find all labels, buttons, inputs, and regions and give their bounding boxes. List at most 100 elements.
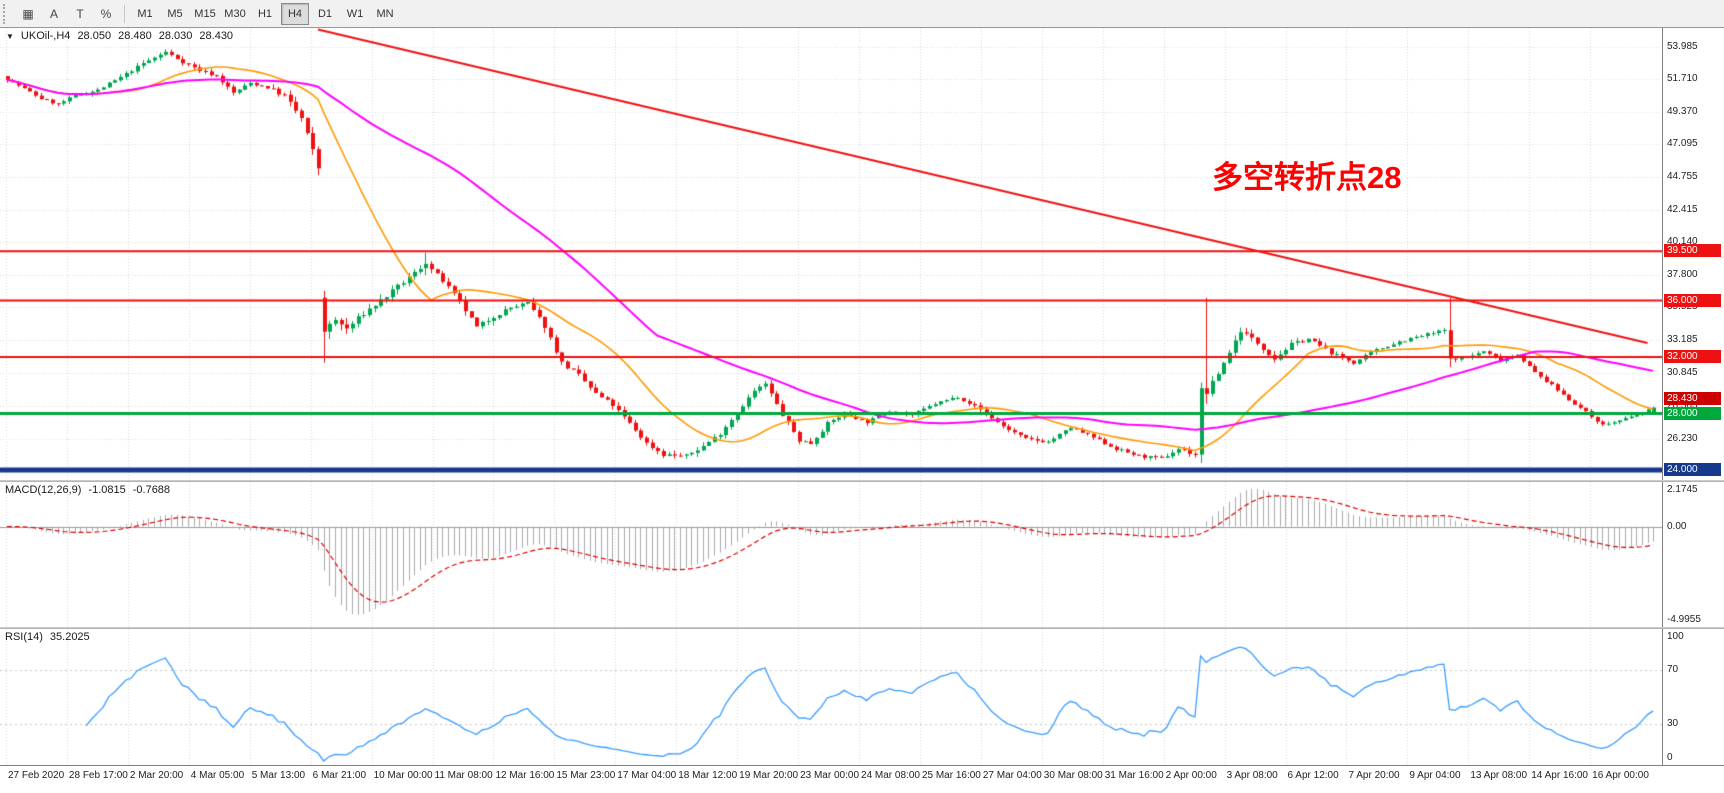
rsi-indicator-label: RSI(14) 35.2025 bbox=[5, 631, 97, 643]
time-axis-label: 9 Apr 04:00 bbox=[1409, 770, 1461, 781]
time-axis-label: 2 Apr 00:00 bbox=[1165, 770, 1217, 781]
time-axis-label: 12 Mar 16:00 bbox=[495, 770, 555, 781]
panel-splitter[interactable] bbox=[0, 627, 1724, 629]
time-axis-label: 19 Mar 20:00 bbox=[739, 770, 799, 781]
open-value: 28.050 bbox=[77, 30, 112, 42]
macd-indicator-label: MACD(12,26,9) -1.0815 -0.7688 bbox=[5, 484, 177, 496]
timeframe-button-mn[interactable]: MN bbox=[376, 7, 394, 20]
time-axis-label: 25 Mar 16:00 bbox=[921, 770, 981, 781]
rsi-canvas[interactable] bbox=[0, 629, 1662, 765]
time-axis-label: 6 Apr 12:00 bbox=[1287, 770, 1339, 781]
level-price-label: 36.000 bbox=[1664, 293, 1721, 307]
price-tick-label: 35.525 bbox=[1667, 301, 1698, 313]
time-axis-label: 24 Mar 08:00 bbox=[861, 770, 920, 781]
price-tick-label: 49.370 bbox=[1667, 105, 1698, 117]
time-axis-label: 10 Mar 00:00 bbox=[373, 770, 433, 781]
time-axis[interactable]: 27 Feb 2020 28 Feb 17:00 2 Mar 20:00 4 Mar … bbox=[0, 765, 1724, 793]
time-axis-label: 11 Mar 08:00 bbox=[434, 770, 493, 781]
rsi-axis-30: 30 bbox=[1667, 718, 1679, 730]
time-axis-label: 4 Mar 05:00 bbox=[190, 770, 245, 781]
price-tick-label: 28.505 bbox=[1667, 400, 1698, 411]
rsi-axis[interactable]: 100 70 30 0 bbox=[1662, 629, 1724, 765]
main-chart-plot: ▼ UKOil-,H4 28.050 28.480 28.030 28.430 多空转折点… bbox=[0, 28, 1662, 480]
close-value: 28.430 bbox=[199, 30, 234, 42]
level-price-label: 28.000 bbox=[1664, 406, 1721, 420]
macd-plot: MACD(12,26,9) -1.0815 -0.7688 bbox=[0, 482, 1662, 627]
price-tick-label: 42.415 bbox=[1667, 204, 1698, 215]
time-axis-label: 17 Mar 04:00 bbox=[617, 770, 677, 781]
macd-axis-zero: 0.00 bbox=[1667, 520, 1687, 532]
main-chart-panel: ▼ UKOil-,H4 28.050 28.480 28.030 28.430 多空转折点… bbox=[0, 28, 1724, 480]
price-chart-canvas[interactable] bbox=[0, 28, 1662, 480]
time-axis-label: 7 Apr 20:00 bbox=[1348, 770, 1400, 781]
chart-windows-icon[interactable]: ▦ bbox=[22, 6, 34, 21]
symbol-period-label: UKOil-,H4 bbox=[20, 30, 71, 42]
price-tick-label: 37.800 bbox=[1667, 269, 1698, 281]
timeframe-button-h1[interactable]: H1 bbox=[257, 7, 273, 20]
price-tick-label: 30.845 bbox=[1667, 367, 1698, 379]
time-axis-label: 3 Apr 08:00 bbox=[1226, 770, 1278, 781]
price-tick-label: 53.985 bbox=[1667, 40, 1698, 52]
high-value: 28.480 bbox=[118, 30, 152, 42]
auto-scroll-button[interactable]: A bbox=[49, 6, 58, 21]
macd-signal-value: -0.7688 bbox=[132, 484, 171, 496]
timeframe-button-m5[interactable]: M5 bbox=[167, 7, 183, 20]
timeframe-button-m1[interactable]: M1 bbox=[137, 7, 153, 20]
price-tick-label: 33.185 bbox=[1667, 334, 1698, 346]
chart-title: ▼ UKOil-,H4 28.050 28.480 28.030 28.430 bbox=[6, 30, 240, 42]
time-axis-label: 27 Feb 2020 bbox=[8, 770, 65, 781]
time-axis-label: 15 Mar 23:00 bbox=[556, 770, 616, 781]
price-tick-label: 40.140 bbox=[1667, 236, 1698, 248]
time-axis-label: 23 Mar 00:00 bbox=[800, 770, 860, 781]
time-axis-label: 6 Mar 21:00 bbox=[312, 770, 367, 781]
rsi-value: 35.2025 bbox=[49, 631, 90, 643]
price-tick-label: 26.230 bbox=[1667, 432, 1698, 444]
timeframe-button-w1[interactable]: W1 bbox=[346, 7, 364, 20]
price-axis[interactable]: 53.985 51.710 49.370 47.095 44.755 42.415 40.1… bbox=[1662, 28, 1724, 480]
time-axis-label: 13 Apr 08:00 bbox=[1470, 770, 1528, 781]
templates-button[interactable]: T bbox=[76, 6, 84, 21]
rsi-plot: RSI(14) 35.2025 bbox=[0, 629, 1662, 765]
chart-area: ▼ UKOil-,H4 28.050 28.480 28.030 28.430 多空转折点… bbox=[0, 28, 1724, 793]
time-axis-label: 18 Mar 12:00 bbox=[678, 770, 738, 781]
low-value: 28.030 bbox=[158, 30, 193, 42]
toolbar-separator bbox=[124, 4, 125, 23]
timeframe-button-d1[interactable]: D1 bbox=[317, 7, 333, 20]
chart-dropdown-icon[interactable]: ▼ bbox=[6, 32, 14, 41]
macd-axis-min: -4.9955 bbox=[1667, 614, 1701, 625]
rsi-axis-70: 70 bbox=[1667, 663, 1679, 675]
rsi-panel: RSI(14) 35.2025 100 70 30 0 bbox=[0, 629, 1724, 765]
macd-canvas[interactable] bbox=[0, 482, 1662, 627]
macd-axis-max: 2.1745 bbox=[1667, 484, 1698, 495]
price-tick-label: 47.095 bbox=[1667, 137, 1698, 149]
timeframe-button-h4[interactable]: H4 bbox=[281, 2, 309, 25]
rsi-axis-0: 0 bbox=[1667, 752, 1673, 763]
price-tick-label: 44.755 bbox=[1667, 170, 1698, 182]
macd-main-value: -1.0815 bbox=[88, 484, 126, 496]
macd-name: MACD(12,26,9) bbox=[5, 484, 82, 496]
chart-toolbar: ▦ A T % M1 M5 M15 M30 H1 H4 D1 W1 MN bbox=[0, 0, 1724, 28]
timeframe-button-m15[interactable]: M15 bbox=[194, 7, 216, 20]
time-axis-label: 30 Mar 08:00 bbox=[1043, 770, 1103, 781]
price-tick-label: 51.710 bbox=[1667, 72, 1698, 84]
level-price-label: 32.000 bbox=[1664, 350, 1721, 364]
rsi-name: RSI(14) bbox=[5, 631, 43, 643]
percent-scale-button[interactable]: % bbox=[100, 6, 112, 21]
time-axis-label: 27 Mar 04:00 bbox=[982, 770, 1042, 781]
time-axis-label: 14 Apr 16:00 bbox=[1531, 770, 1588, 781]
level-price-label: 24.000 bbox=[1664, 463, 1721, 477]
time-axis-label: 16 Apr 00:00 bbox=[1592, 770, 1649, 781]
time-axis-label: 28 Feb 17:00 bbox=[68, 770, 128, 781]
panel-splitter[interactable] bbox=[0, 480, 1724, 482]
time-axis-label: 2 Mar 20:00 bbox=[129, 770, 184, 781]
macd-panel: MACD(12,26,9) -1.0815 -0.7688 2.1745 0.00 -4… bbox=[0, 482, 1724, 627]
chart-text-annotation[interactable]: 多空转折点28 bbox=[1212, 160, 1402, 195]
macd-axis[interactable]: 2.1745 0.00 -4.9955 bbox=[1662, 482, 1724, 627]
current-price-label: 28.430 bbox=[1664, 391, 1721, 405]
timeframe-button-m30[interactable]: M30 bbox=[224, 7, 246, 20]
toolbar-drag-handle[interactable] bbox=[3, 3, 12, 24]
level-price-label: 39.500 bbox=[1664, 244, 1721, 258]
time-axis-label: 31 Mar 16:00 bbox=[1104, 770, 1164, 781]
rsi-axis-100: 100 bbox=[1667, 631, 1684, 642]
